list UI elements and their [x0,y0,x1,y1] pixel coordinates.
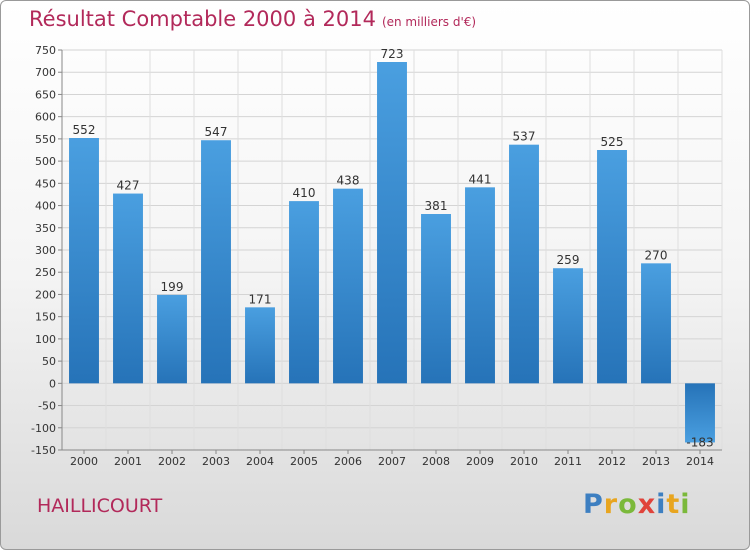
bar [509,144,539,384]
y-tick-label: 300 [35,244,56,257]
bar [641,263,671,384]
bar-value-label: 381 [425,199,448,213]
x-tick-label: 2001 [114,455,142,468]
bar-value-label: 552 [73,123,96,137]
y-tick-label: 550 [35,133,56,146]
bar-value-label: 171 [249,292,272,306]
y-tick-label: 450 [35,177,56,190]
bar-value-label: 259 [557,253,580,267]
bar-value-label: 438 [337,174,360,188]
bar [245,307,275,384]
bar-layer: 552 427 199 547 171 410 438 723 381 441 537 259 525 2… [69,47,715,449]
logo-letter: r [603,489,619,520]
bar-value-label: 547 [205,125,228,139]
bar [597,150,627,384]
chart-title-text: Résultat Comptable 2000 à 2014 [29,7,376,31]
town-name: HAILLICOURT [37,495,163,517]
bar [685,383,715,443]
bar [113,193,143,384]
bar [69,138,99,384]
proxiti-logo: Proxiti [583,489,691,520]
x-tick-label: 2002 [158,455,186,468]
bar-value-label: 441 [469,172,492,186]
x-tick-label: 2010 [510,455,538,468]
x-tick-label: 2000 [70,455,98,468]
y-tick-label: -50 [38,400,56,413]
logo-letter: o [618,489,638,520]
logo-letter: i [656,489,667,520]
y-tick-label: 0 [49,377,56,390]
bar-value-label: -183 [686,435,713,449]
y-tick-label: 700 [35,66,56,79]
bar-value-label: 525 [601,135,624,149]
logo-letter: t [666,489,681,520]
y-tick-label: 50 [42,355,56,368]
bar [465,187,495,384]
bar [157,294,187,384]
y-tick-label: 600 [35,111,56,124]
y-tick-label: 100 [35,333,56,346]
bar [553,268,583,384]
x-tick-label: 2003 [202,455,230,468]
bar-value-label: 199 [161,280,184,294]
logo-letter: P [583,489,604,520]
x-tick-label: 2014 [686,455,714,468]
chart-title: Résultat Comptable 2000 à 2014 (en millie… [29,7,476,31]
bar-value-label: 427 [117,179,140,193]
y-tick-label: 400 [35,200,56,213]
axis-layer: -150 -100 -50 0 50 100 150 200 250 300 350 400 450 50… [31,44,722,468]
bar [377,62,407,384]
x-tick-label: 2011 [554,455,582,468]
logo-letter: i [680,489,691,520]
x-tick-label: 2012 [598,455,626,468]
y-tick-label: -150 [31,444,56,457]
y-tick-label: 150 [35,311,56,324]
x-tick-label: 2004 [246,455,274,468]
x-tick-label: 2005 [290,455,318,468]
x-tick-label: 2009 [466,455,494,468]
y-tick-label: 250 [35,266,56,279]
bar [333,188,363,384]
x-tick-label: 2008 [422,455,450,468]
bar [421,214,451,384]
bar-value-label: 270 [645,248,668,262]
y-tick-label: 750 [35,44,56,57]
x-tick-label: 2013 [642,455,670,468]
logo-letter: x [637,489,657,520]
y-tick-label: 500 [35,155,56,168]
y-tick-label: 650 [35,88,56,101]
y-tick-label: 200 [35,288,56,301]
y-tick-label: 350 [35,222,56,235]
bar-value-label: 723 [381,47,404,61]
bar-value-label: 537 [513,130,536,144]
y-tick-label: -100 [31,422,56,435]
x-tick-label: 2006 [334,455,362,468]
bar [289,201,319,384]
bar-value-label: 410 [293,186,316,200]
bar [201,140,231,384]
chart-subtitle: (en milliers d'€) [381,15,477,29]
x-tick-label: 2007 [378,455,406,468]
